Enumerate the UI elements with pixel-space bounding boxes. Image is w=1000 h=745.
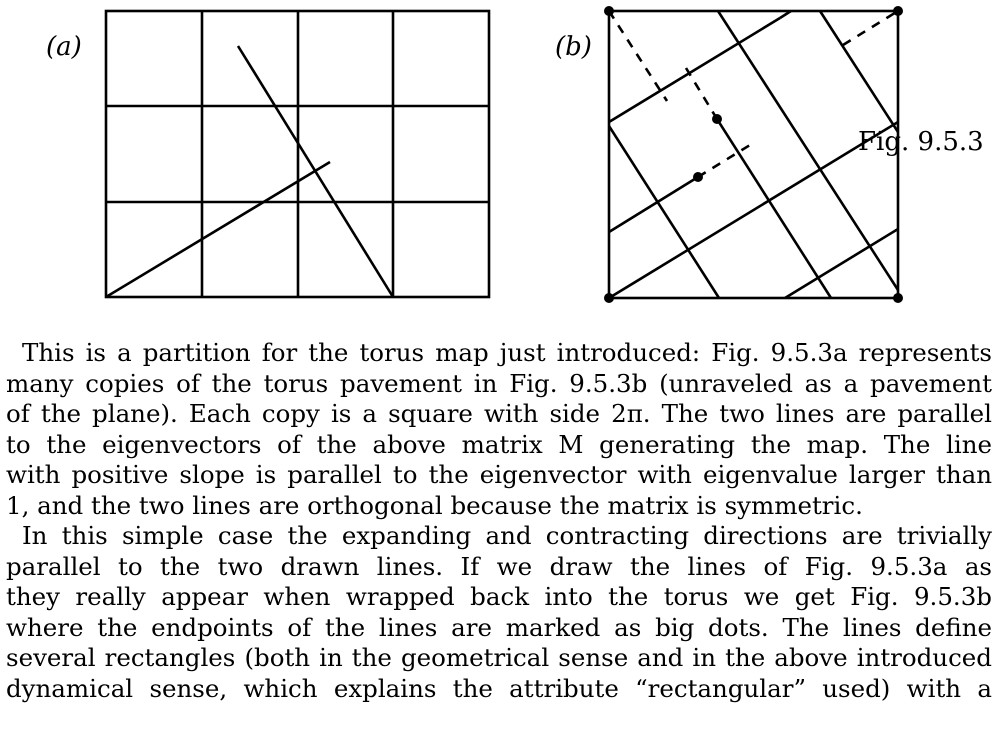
text-line: with positive slope is parallel to the e… xyxy=(6,460,992,489)
negative-slope-line xyxy=(236,45,395,298)
figure-9-5-3 xyxy=(104,6,903,303)
text-line: This is a partition for the torus map ju… xyxy=(22,338,992,367)
expanding-line xyxy=(608,120,899,300)
text-line: several rectangles (both in the geometri… xyxy=(6,643,992,672)
text-line: dynamical sense, which explains the attr… xyxy=(6,673,992,703)
panel-b-label: (b) xyxy=(555,32,592,62)
corner-dot xyxy=(893,6,903,16)
body-text: This is a partition for the torus map ju… xyxy=(6,338,992,704)
positive-slope-line xyxy=(105,160,331,299)
expanding-line xyxy=(784,227,899,300)
contracting-line xyxy=(716,10,900,291)
contracting-line-dashed xyxy=(684,67,719,120)
endpoint-dot xyxy=(712,114,722,124)
text-line: In this simple case the expanding and co… xyxy=(22,521,992,550)
contracting-line xyxy=(818,10,900,133)
figure-caption: Fig. 9.5.3 xyxy=(858,127,984,157)
expanding-line xyxy=(608,16,781,124)
expanding-line-dashed xyxy=(697,143,751,179)
text-line: of the plane). Each copy is a square wit… xyxy=(6,399,992,428)
contracting-line-dashed xyxy=(607,10,669,102)
panel-b-frame xyxy=(607,9,900,300)
expanding-line-dashed xyxy=(842,9,899,47)
panel-b-torus xyxy=(604,6,903,303)
endpoint-dot xyxy=(693,172,703,182)
text-line: they really appear when wrapped back int… xyxy=(6,582,992,611)
expanding-line xyxy=(608,175,699,234)
text-line: parallel to the two drawn lines. If we d… xyxy=(6,551,992,581)
text-line: 1, and the two lines are orthogonal beca… xyxy=(6,490,863,520)
text-line: many copies of the torus pavement in Fig… xyxy=(6,368,992,398)
corner-dot xyxy=(604,6,614,16)
text-line: where the endpoints of the lines are mar… xyxy=(6,612,992,642)
contracting-line xyxy=(607,125,721,299)
panel-a-grid xyxy=(104,9,491,299)
text-line: to the eigenvectors of the above matrix … xyxy=(6,429,992,459)
corner-dot xyxy=(893,293,903,303)
corner-dot xyxy=(604,293,614,303)
panel-a-label: (a) xyxy=(46,32,82,62)
contracting-line xyxy=(715,118,833,299)
expanding-line xyxy=(779,9,792,20)
